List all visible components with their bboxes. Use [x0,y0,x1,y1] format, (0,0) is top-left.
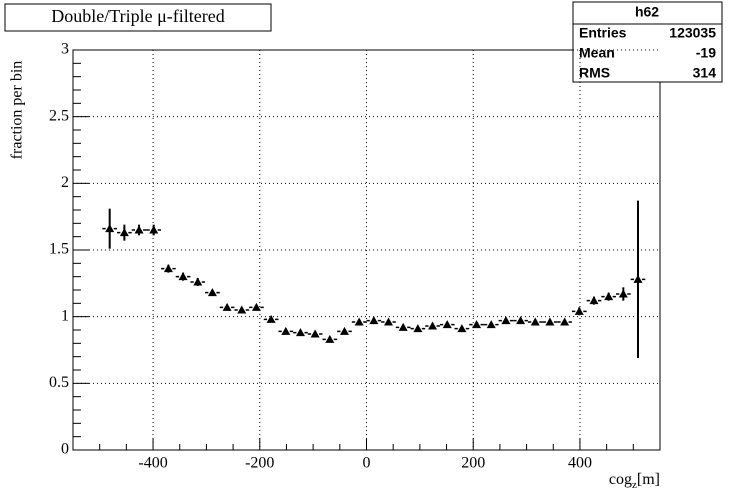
marker [413,324,423,333]
y-tick-label: 2 [61,174,69,191]
marker [442,320,452,329]
stats-name: h62 [635,4,659,20]
stats-label: Entries [579,25,627,41]
stats-value: 314 [693,65,717,81]
marker [251,302,261,311]
marker [457,324,467,333]
y-tick-label: 1 [61,307,69,324]
title-box [4,3,272,32]
marker [530,317,540,326]
marker [295,328,305,337]
y-tick-label: 0 [61,441,69,458]
marker [105,224,115,233]
marker [428,321,438,330]
y-tick-label: 3 [61,41,69,58]
x-label-part: [m] [637,471,660,488]
marker [149,225,159,234]
x-label-part: cog [609,471,632,488]
marker [222,302,232,311]
x-tick-label: 400 [568,455,592,472]
marker [574,306,584,315]
marker [207,288,217,297]
marker [193,277,203,286]
x-tick-label: 0 [363,455,371,472]
marker [604,292,614,301]
marker [178,272,188,281]
stats-value: -19 [696,45,716,61]
y-tick-label: 1.5 [49,241,69,258]
marker [325,334,335,343]
x-axis-label: cogz[m] [609,471,660,491]
x-tick-label: -200 [245,455,274,472]
marker [545,317,555,326]
marker [516,316,526,325]
marker [119,228,129,237]
marker [501,316,511,325]
stats-value: 123035 [669,25,716,41]
y-axis-label: fraction per bin [9,61,26,160]
stats-label: Mean [579,45,615,61]
y-tick-label: 0.5 [49,374,69,391]
marker [633,274,643,283]
marker [486,320,496,329]
x-tick-label: -400 [138,455,167,472]
marker [398,322,408,331]
x-tick-label: 200 [461,455,485,472]
marker [384,317,394,326]
chart-title: Double/Triple μ-filtered [51,6,224,26]
y-tick-label: 2.5 [49,107,69,124]
stats-box [572,1,723,83]
marker [310,329,320,338]
x-label-sub: z [632,479,637,491]
marker [281,326,291,335]
marker [237,305,247,314]
stats-label: RMS [579,65,610,81]
marker [354,317,364,326]
marker [472,320,482,329]
marker [339,326,349,335]
marker [589,296,599,305]
marker [134,225,144,234]
marker [369,316,379,325]
marker [266,314,276,323]
marker [560,317,570,326]
marker [163,264,173,273]
marker [618,289,628,298]
